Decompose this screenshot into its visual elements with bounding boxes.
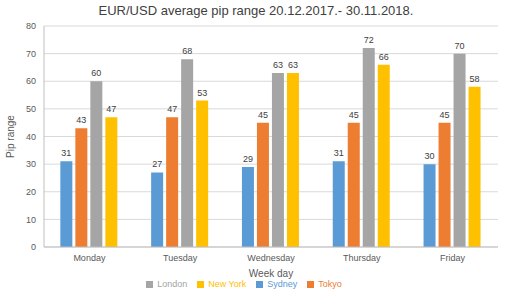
- svg-text:Pip range: Pip range: [8, 115, 16, 158]
- svg-text:45: 45: [258, 110, 268, 120]
- svg-text:31: 31: [334, 148, 344, 158]
- html-text:Sydney: Sydney: [267, 279, 298, 289]
- svg-text:60: 60: [91, 68, 101, 78]
- svg-text:68: 68: [182, 46, 192, 56]
- svg-text:30: 30: [26, 159, 36, 169]
- svg-text:40: 40: [26, 132, 36, 142]
- svg-text:70: 70: [26, 49, 36, 59]
- svg-text:29: 29: [243, 154, 253, 164]
- html-text:London: London: [157, 279, 188, 289]
- svg-text:20: 20: [26, 187, 36, 197]
- svg-text:0: 0: [31, 242, 36, 252]
- svg-text:45: 45: [349, 110, 359, 120]
- svg-text:70: 70: [455, 41, 465, 51]
- svg-text:60: 60: [26, 76, 36, 86]
- html-text:EUR/USD average pip range 20.1: EUR/USD average pip range 20.12.2017.- 3…: [98, 3, 414, 18]
- svg-text:Thursday: Thursday: [343, 253, 381, 263]
- svg-text:Friday: Friday: [440, 253, 466, 263]
- svg-text:10: 10: [26, 215, 36, 225]
- html-text:New York: New York: [208, 279, 247, 289]
- svg-text:58: 58: [470, 74, 480, 84]
- html-text:Tokyo: Tokyo: [318, 279, 342, 289]
- svg-text:Tuesday: Tuesday: [163, 253, 198, 263]
- svg-text:31: 31: [61, 148, 71, 158]
- svg-text:80: 80: [26, 22, 36, 31]
- svg-text:43: 43: [76, 115, 86, 125]
- svg-text:45: 45: [440, 110, 450, 120]
- svg-text:47: 47: [106, 104, 116, 114]
- svg-text:Week day: Week day: [249, 268, 293, 279]
- svg-text:66: 66: [379, 52, 389, 62]
- svg-text:50: 50: [26, 104, 36, 114]
- svg-text:Monday: Monday: [73, 253, 106, 263]
- svg-text:63: 63: [273, 60, 283, 70]
- svg-text:30: 30: [425, 151, 435, 161]
- svg-text:63: 63: [288, 60, 298, 70]
- svg-text:47: 47: [167, 104, 177, 114]
- svg-text:53: 53: [197, 88, 207, 98]
- svg-text:72: 72: [364, 35, 374, 45]
- svg-text:27: 27: [152, 159, 162, 169]
- svg-text:Wednesday: Wednesday: [247, 253, 295, 263]
